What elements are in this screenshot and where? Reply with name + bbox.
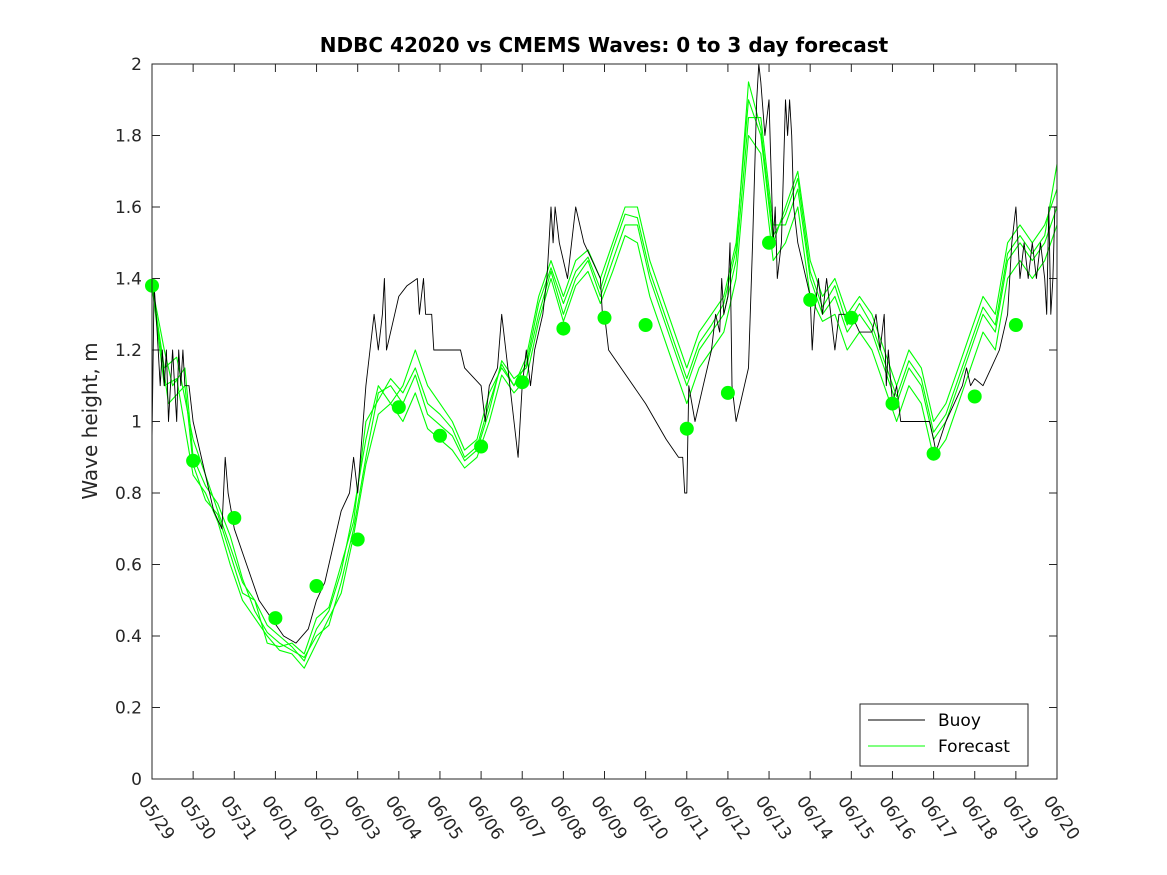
series-layer	[151, 63, 1058, 669]
forecast-marker	[227, 511, 242, 525]
forecast-marker	[1008, 318, 1023, 332]
x-tick-label: 06/14	[792, 792, 836, 844]
forecast-marker	[309, 579, 324, 593]
marker-layer	[145, 235, 1023, 626]
forecast-marker	[967, 389, 982, 404]
forecast-marker	[433, 428, 447, 443]
forecast-marker	[268, 611, 283, 626]
x-tick-label: 06/04	[381, 792, 425, 844]
x-tick-label: 06/12	[710, 792, 754, 844]
x-tick-label: 06/05	[422, 792, 466, 844]
forecast-marker	[720, 385, 735, 400]
series-line-forecast	[151, 134, 1058, 669]
x-tick-label: 05/30	[175, 792, 219, 844]
forecast-marker	[762, 235, 776, 250]
forecast-marker	[679, 421, 694, 436]
legend-label-buoy: Buoy	[938, 711, 981, 731]
legend: Buoy Forecast	[859, 703, 1029, 767]
x-tick-label: 06/02	[298, 792, 342, 844]
x-tick-label: 06/13	[751, 792, 795, 844]
x-tick-label: 06/09	[586, 792, 630, 844]
x-tick-label: 06/16	[874, 792, 918, 844]
x-tick-label: 06/08	[545, 792, 589, 844]
y-tick-label: 0.2	[115, 699, 142, 719]
series-line-forecast	[151, 117, 1058, 659]
y-tick-label: 2	[131, 55, 142, 75]
x-tick-label: 05/29	[134, 792, 178, 844]
x-tick-label: 06/19	[998, 792, 1042, 844]
forecast-marker	[844, 310, 859, 325]
forecast-marker	[597, 310, 612, 325]
x-tick-label: 06/06	[463, 792, 507, 844]
y-axis-label: Wave height, m	[78, 342, 102, 499]
x-tick-label: 06/10	[628, 792, 672, 844]
plot-frame	[151, 63, 1058, 780]
series-line-buoy	[151, 63, 1057, 644]
y-tick-label: 1.8	[115, 127, 142, 147]
forecast-marker	[638, 318, 653, 332]
y-tick-label: 0.6	[115, 556, 142, 576]
y-tick-label: 1.2	[115, 341, 142, 361]
x-tick-label: 06/17	[915, 792, 959, 844]
forecast-marker	[186, 453, 201, 468]
x-tick-label: 06/01	[257, 792, 301, 844]
y-tick-label: 0.8	[115, 484, 142, 504]
forecast-marker	[474, 439, 489, 454]
y-tick-label: 1.4	[115, 270, 142, 290]
y-tick-label: 0.4	[115, 627, 142, 647]
forecast-marker	[515, 375, 530, 390]
y-tick-label: 1	[131, 413, 142, 433]
forecast-marker	[885, 396, 900, 411]
chart-title: NDBC 42020 vs CMEMS Waves: 0 to 3 day fo…	[320, 33, 889, 57]
x-tick-label: 06/15	[833, 792, 877, 844]
y-tick-label: 0	[131, 770, 142, 790]
series-line-forecast	[151, 81, 1058, 655]
series-line-forecast	[151, 99, 1058, 662]
forecast-marker	[350, 532, 365, 547]
y-tick-label: 1.6	[115, 198, 142, 218]
x-tick-label: 05/31	[216, 792, 260, 844]
legend-label-forecast: Forecast	[938, 737, 1010, 757]
legend-box	[859, 703, 1029, 767]
x-tick-label: 06/20	[1039, 792, 1083, 844]
forecast-marker	[803, 292, 818, 307]
x-tick-label: 06/07	[504, 792, 548, 844]
forecast-marker	[391, 400, 406, 415]
y-axis-ticks: 0 0.2 0.4 0.6 0.8 1 1.2 1.4 1.6 1.8 2	[115, 55, 1057, 790]
x-tick-label: 06/11	[669, 792, 713, 844]
x-tick-label: 06/18	[957, 792, 1001, 844]
forecast-marker	[556, 321, 571, 336]
x-tick-label: 06/03	[340, 792, 384, 844]
forecast-marker	[926, 446, 941, 461]
